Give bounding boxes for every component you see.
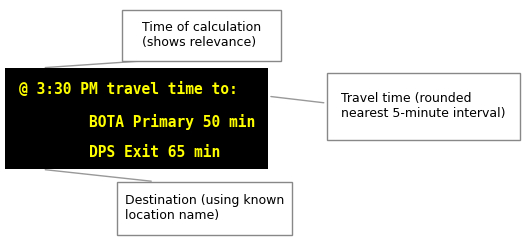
Text: Destination (using known
location name): Destination (using known location name) [125, 194, 284, 222]
Text: @ 3:30 PM travel time to:: @ 3:30 PM travel time to: [19, 82, 237, 97]
Text: DPS Exit 65 min: DPS Exit 65 min [19, 145, 220, 160]
Text: BOTA Primary 50 min: BOTA Primary 50 min [19, 114, 255, 130]
Text: Travel time (rounded
nearest 5-minute interval): Travel time (rounded nearest 5-minute in… [341, 92, 506, 121]
Text: Time of calculation
(shows relevance): Time of calculation (shows relevance) [142, 21, 261, 49]
FancyBboxPatch shape [5, 68, 268, 169]
FancyBboxPatch shape [327, 73, 520, 140]
FancyBboxPatch shape [117, 182, 292, 235]
FancyBboxPatch shape [122, 10, 281, 60]
